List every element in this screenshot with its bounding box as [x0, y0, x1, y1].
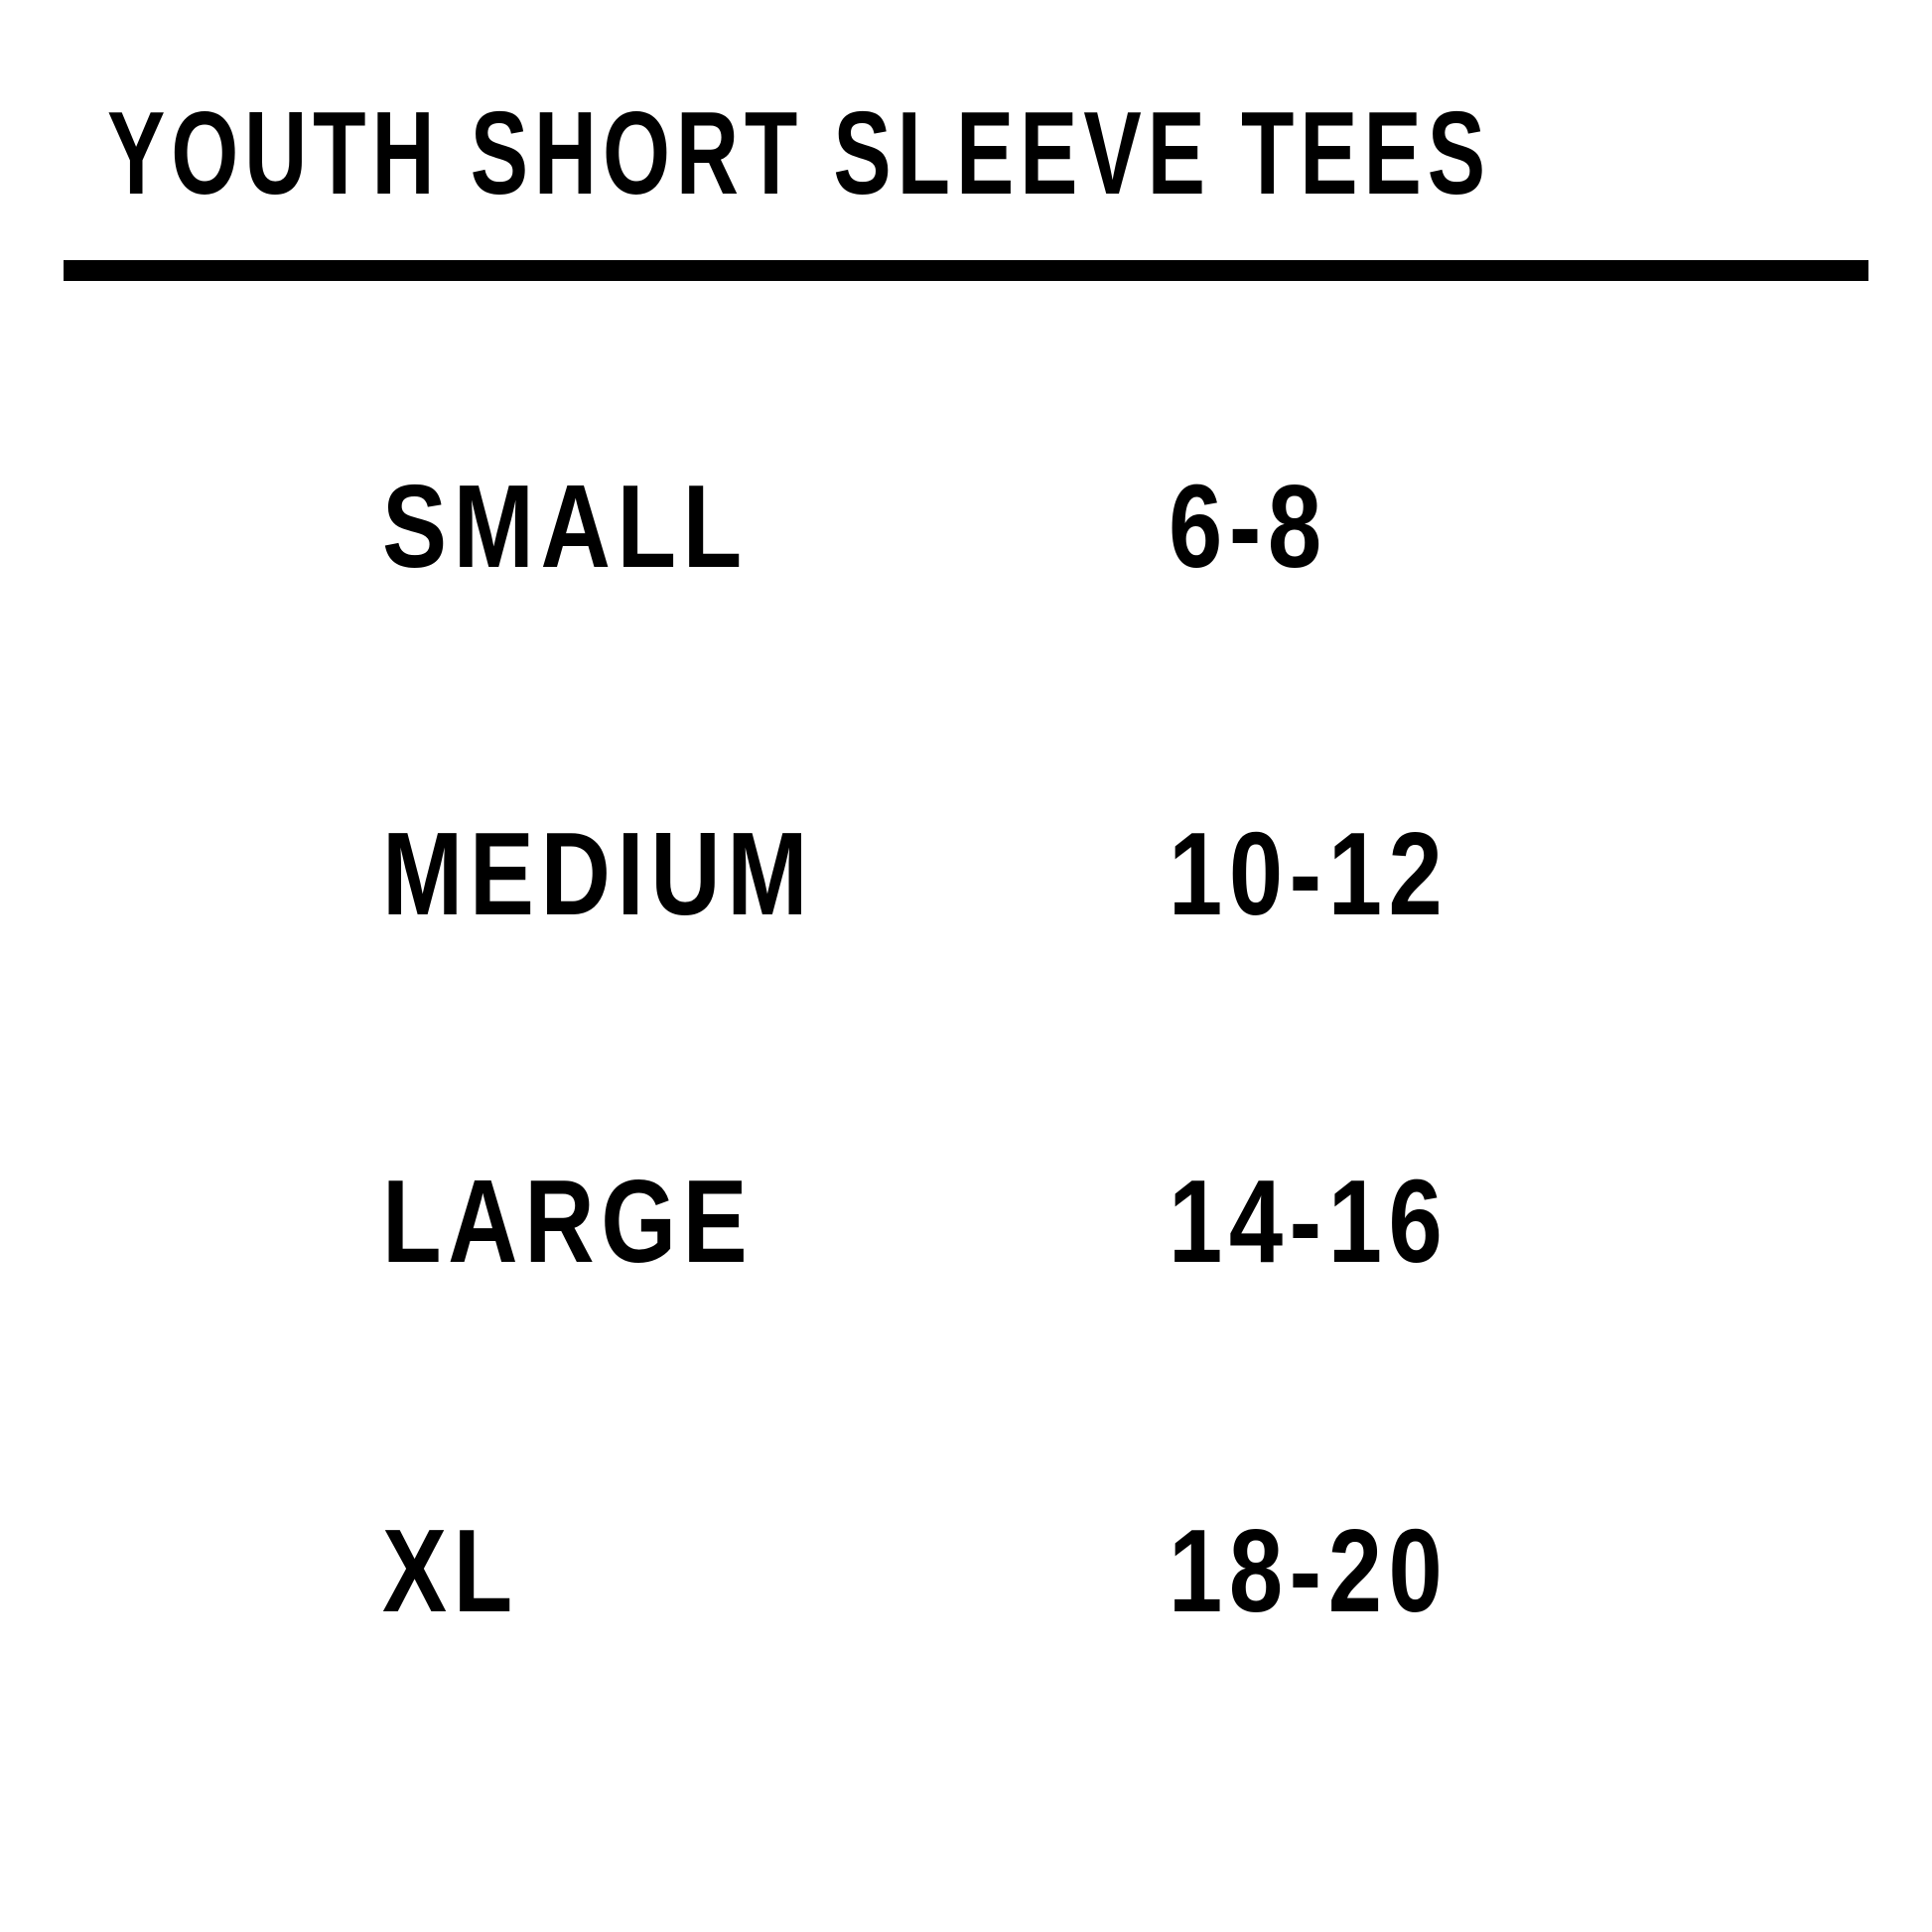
- page-title: YOUTH SHORT SLEEVE TEES: [107, 87, 1491, 219]
- size-value-medium: 10-12: [1169, 808, 1449, 940]
- size-value-xl: 18-20: [1169, 1505, 1449, 1637]
- title-divider: [64, 260, 1868, 281]
- size-label-small: SMALL: [382, 461, 749, 593]
- size-label-medium: MEDIUM: [382, 808, 815, 940]
- size-label-large: LARGE: [382, 1156, 755, 1288]
- size-value-small: 6-8: [1169, 461, 1328, 593]
- size-value-large: 14-16: [1169, 1156, 1449, 1288]
- size-label-xl: XL: [382, 1505, 519, 1637]
